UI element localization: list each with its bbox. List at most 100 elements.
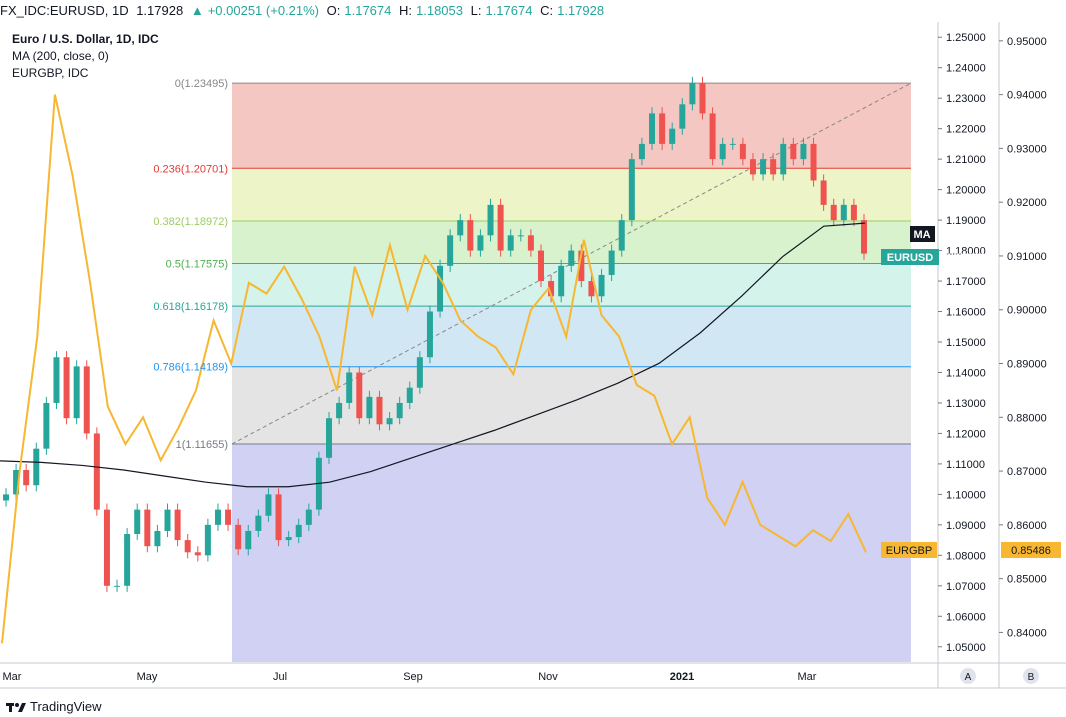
candle-body bbox=[396, 402, 403, 419]
left-tick-label: 1.16000 bbox=[946, 307, 986, 319]
left-tick-label: 1.19000 bbox=[946, 215, 986, 227]
fib-zone-0.618 bbox=[232, 306, 911, 367]
candle-body bbox=[537, 250, 544, 282]
left-tick-label: 1.18000 bbox=[946, 246, 986, 258]
eurusd-candles bbox=[3, 76, 867, 592]
left-tick-label: 1.10000 bbox=[946, 489, 986, 501]
eurgbp-badge-price: 0.85486 bbox=[1011, 545, 1051, 557]
legend-compare[interactable]: EURGBP, IDC bbox=[12, 66, 89, 80]
fib-label-0.236: 0.236(1.20701) bbox=[153, 163, 228, 175]
price-axis-left[interactable]: 1.25000 1.24000 1.23000 1.22000 1.21000 1.200… bbox=[938, 32, 986, 654]
fib-zone-extension bbox=[232, 443, 911, 662]
candle-body bbox=[568, 250, 575, 266]
candle-body bbox=[689, 82, 696, 105]
fib-label-1: 1(1.11655) bbox=[176, 439, 228, 451]
symbol-name[interactable]: FX_IDC:EURUSD, 1D bbox=[0, 3, 129, 18]
candle-body bbox=[810, 143, 817, 181]
candle-body bbox=[23, 470, 30, 486]
candle-body bbox=[679, 104, 686, 129]
candle-body bbox=[356, 372, 363, 419]
time-tick-label: 2021 bbox=[670, 671, 694, 683]
time-axis[interactable]: Mar May Jul Sep Nov 2021 Mar bbox=[3, 671, 817, 683]
candle-body bbox=[770, 159, 777, 175]
fib-labels: 0(1.23495) 0.236(1.20701) 0.382(1.18972) 0.… bbox=[153, 78, 228, 451]
eurusd-badge-price: 1.17928 bbox=[946, 252, 986, 264]
candle-body bbox=[467, 220, 474, 251]
candle-body bbox=[608, 250, 615, 275]
candle-body bbox=[265, 494, 272, 516]
candle-body bbox=[326, 418, 333, 458]
candle-body bbox=[638, 143, 645, 160]
candle-body bbox=[749, 159, 756, 175]
candle-body bbox=[174, 509, 181, 541]
candle-body bbox=[820, 180, 827, 205]
close-label: C: bbox=[540, 3, 554, 18]
candle-body bbox=[719, 143, 726, 160]
ma-200-line bbox=[0, 222, 866, 488]
price-axis-right[interactable]: 0.95000 0.94000 0.93000 0.92000 0.91000 0.900… bbox=[999, 36, 1047, 640]
tradingview-logo-icon[interactable] bbox=[6, 701, 26, 713]
fib-label-0.618: 0.618(1.16178) bbox=[153, 301, 228, 313]
candle-body bbox=[346, 372, 353, 403]
candle-body bbox=[517, 235, 524, 237]
legend-main[interactable]: Euro / U.S. Dollar, 1D, IDC bbox=[12, 32, 159, 46]
candle-body bbox=[426, 311, 433, 358]
left-tick-label: 1.20000 bbox=[946, 185, 986, 197]
right-tick-label: 0.84000 bbox=[1007, 627, 1047, 639]
candle-body bbox=[204, 524, 211, 556]
eurgbp-badge-label: EURGBP bbox=[886, 545, 932, 557]
legend-ma[interactable]: MA (200, close, 0) bbox=[12, 49, 109, 63]
candle-body bbox=[124, 534, 131, 586]
candle-body bbox=[235, 524, 242, 550]
candle-body bbox=[699, 82, 706, 114]
left-tick-label: 1.06000 bbox=[946, 611, 986, 623]
candle-body bbox=[53, 357, 60, 403]
candle-body bbox=[416, 357, 423, 388]
left-tick-label: 1.21000 bbox=[946, 154, 986, 166]
fib-label-0.382: 0.382(1.18972) bbox=[153, 216, 228, 228]
eurgbp-badge: EURGBP 0.85486 bbox=[881, 542, 1061, 558]
candle-body bbox=[33, 448, 40, 486]
candle-body bbox=[3, 494, 9, 501]
scale-button-a[interactable]: A bbox=[960, 668, 976, 684]
candle-body bbox=[305, 509, 312, 525]
fib-label-0.5: 0.5(1.17575) bbox=[166, 259, 228, 271]
candle-body bbox=[406, 387, 413, 403]
fib-trend-line[interactable] bbox=[231, 82, 912, 445]
candle-body bbox=[255, 515, 262, 531]
candle-body bbox=[800, 143, 807, 160]
candle-body bbox=[194, 552, 201, 556]
candle-body bbox=[588, 281, 595, 297]
fib-zone-0.236 bbox=[232, 168, 911, 221]
left-tick-label: 1.15000 bbox=[946, 337, 986, 349]
candle-body bbox=[729, 143, 736, 145]
candle-body bbox=[73, 366, 80, 419]
left-tick-label: 1.05000 bbox=[946, 642, 986, 654]
candle-body bbox=[285, 537, 292, 541]
fib-retracement[interactable] bbox=[232, 82, 911, 662]
right-tick-label: 0.88000 bbox=[1007, 412, 1047, 424]
chart-canvas[interactable]: 0(1.23495) 0.236(1.20701) 0.382(1.18972) 0.… bbox=[0, 0, 1066, 696]
candle-body bbox=[840, 204, 847, 221]
candle-body bbox=[618, 220, 625, 251]
candle-body bbox=[214, 509, 221, 525]
candle-body bbox=[386, 418, 393, 425]
candle-body bbox=[457, 220, 464, 236]
change-arrow-icon: ▲ bbox=[190, 3, 204, 18]
candle-body bbox=[830, 204, 837, 221]
tradingview-brand[interactable]: TradingView bbox=[30, 699, 102, 714]
right-tick-label: 0.87000 bbox=[1007, 466, 1047, 478]
candle-body bbox=[739, 143, 746, 160]
right-tick-label: 0.92000 bbox=[1007, 197, 1047, 209]
candle-body bbox=[447, 235, 454, 266]
right-tick-label: 0.86000 bbox=[1007, 520, 1047, 532]
left-tick-label: 1.11000 bbox=[946, 459, 985, 471]
candle-body bbox=[558, 265, 565, 297]
right-tick-label: 0.91000 bbox=[1007, 251, 1047, 263]
scale-button-b[interactable]: B bbox=[1023, 668, 1039, 684]
candle-body bbox=[598, 274, 605, 297]
high-label: H: bbox=[399, 3, 412, 18]
time-tick-label: Mar bbox=[3, 671, 22, 683]
left-tick-label: 1.24000 bbox=[946, 63, 986, 75]
candle-body bbox=[13, 470, 20, 495]
